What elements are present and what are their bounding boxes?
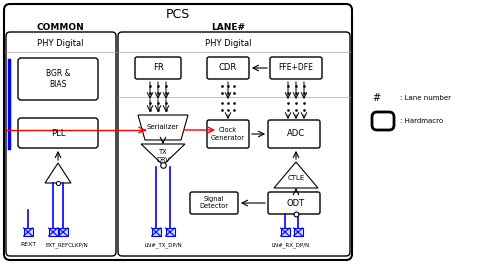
Bar: [166, 228, 175, 236]
Text: #: #: [372, 93, 380, 103]
Text: : Hardmacro: : Hardmacro: [400, 118, 443, 124]
Text: FFE+DFE: FFE+DFE: [278, 64, 313, 73]
Text: Signal
Detector: Signal Detector: [200, 197, 228, 209]
Text: REXT: REXT: [20, 242, 36, 248]
Text: CTLE: CTLE: [288, 175, 305, 181]
Text: TX
DRV: TX DRV: [156, 150, 170, 162]
Text: BGR &
BIAS: BGR & BIAS: [46, 69, 70, 89]
Text: COMMON: COMMON: [36, 22, 84, 31]
Bar: [24, 228, 33, 236]
Text: PHY Digital: PHY Digital: [205, 38, 251, 48]
Text: Clock
Generator: Clock Generator: [211, 127, 245, 141]
Text: CDR: CDR: [219, 64, 237, 73]
Text: PCS: PCS: [166, 7, 190, 20]
Text: : Lane number: : Lane number: [400, 95, 451, 101]
Text: LANE#: LANE#: [211, 22, 245, 31]
Text: EXT_REFCLKP/N: EXT_REFCLKP/N: [46, 242, 88, 248]
Text: ODT: ODT: [287, 198, 305, 207]
Text: PLL: PLL: [51, 129, 65, 138]
Text: LN#_TX_DP/N: LN#_TX_DP/N: [144, 242, 182, 248]
Bar: [152, 228, 160, 236]
Text: Serializer: Serializer: [147, 124, 179, 130]
Text: PHY Digital: PHY Digital: [37, 38, 83, 48]
Text: LN#_RX_DP/N: LN#_RX_DP/N: [272, 242, 310, 248]
Bar: [59, 228, 68, 236]
Bar: [293, 228, 302, 236]
Bar: [48, 228, 58, 236]
Text: ADC: ADC: [287, 129, 305, 138]
Text: FR: FR: [153, 64, 163, 73]
Bar: [280, 228, 289, 236]
